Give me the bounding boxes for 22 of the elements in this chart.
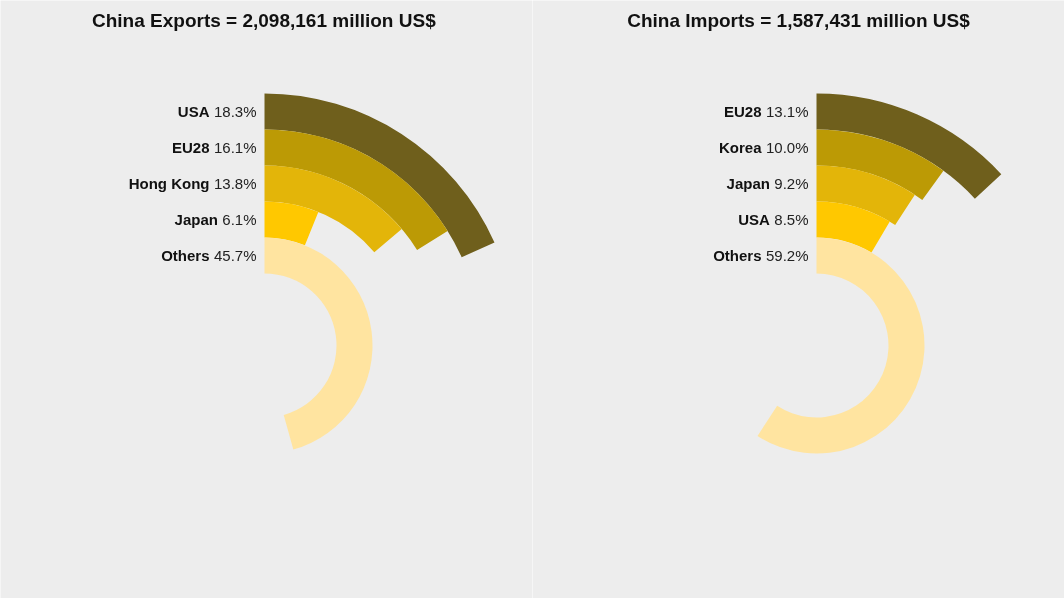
category-label: Others [713, 247, 762, 264]
data-label: 10.0% [765, 139, 809, 156]
text: China Imports = 1,587,431 million US$ [627, 10, 971, 31]
category-label: USA [738, 211, 771, 228]
data-label: 18.3% [213, 103, 257, 120]
data-label: 59.2% [765, 247, 809, 264]
data-label: 13.8% [213, 175, 257, 192]
data-label: 6.1% [222, 211, 257, 228]
data-label: 8.5% [774, 211, 809, 228]
category-label: EU28 [723, 103, 762, 120]
category-label: USA [177, 103, 210, 120]
category-label: Others [161, 247, 210, 264]
category-label: EU28 [171, 139, 210, 156]
data-label: 9.2% [774, 175, 809, 192]
data-label: 45.7% [213, 247, 257, 264]
category-label: Korea [718, 139, 763, 156]
category-label: Hong Kong [128, 175, 210, 192]
data-label: 16.1% [213, 139, 257, 156]
text: China Exports = 2,098,161 million US$ [92, 10, 437, 31]
category-label: Japan [174, 211, 218, 228]
category-label: Japan [726, 175, 770, 192]
data-label: 13.1% [765, 103, 809, 120]
